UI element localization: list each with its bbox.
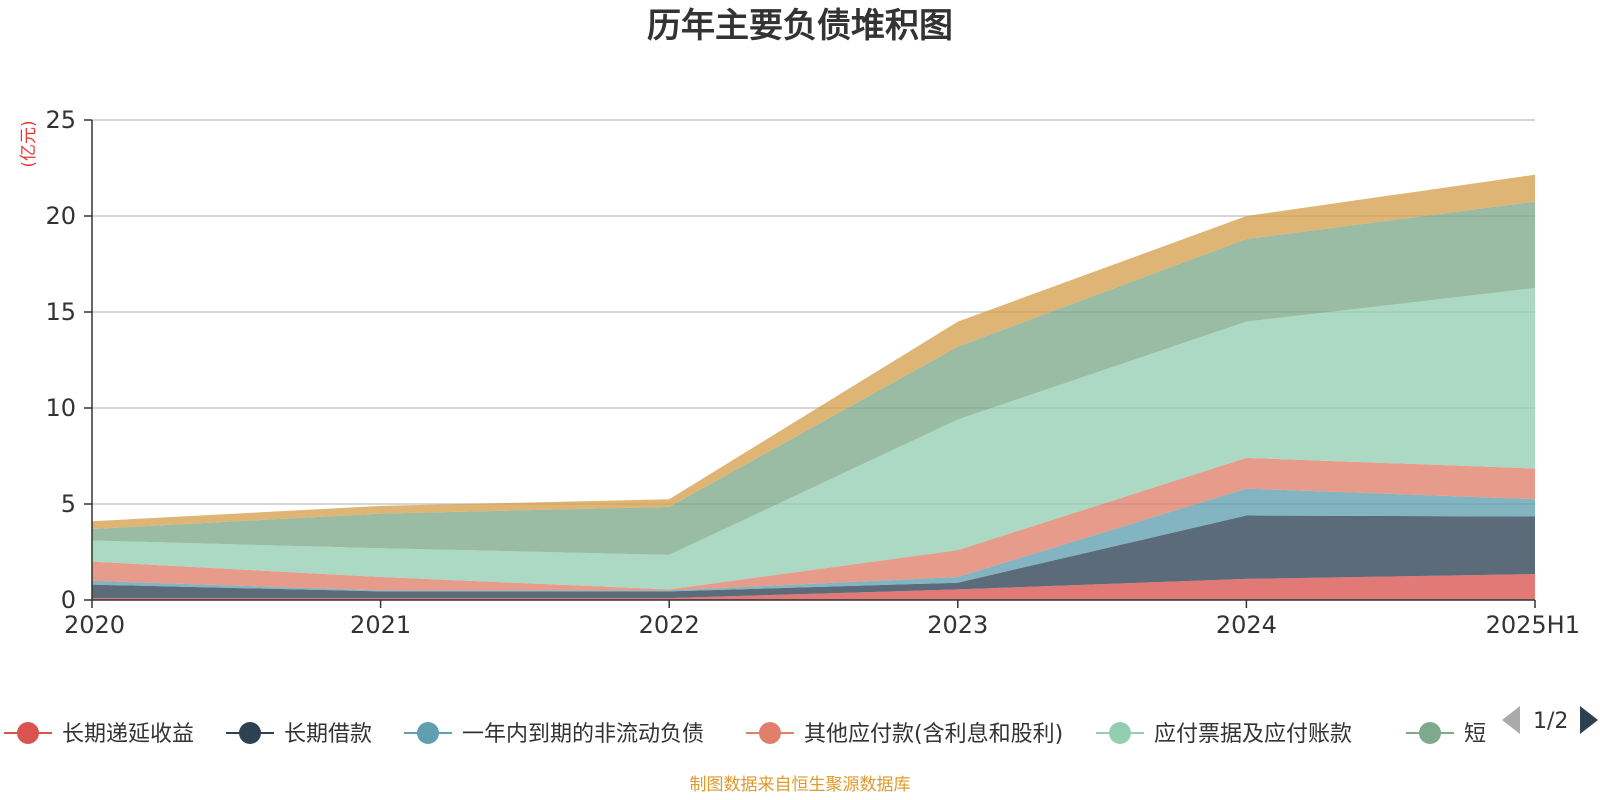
area-series	[92, 174, 1535, 600]
area-series-6	[92, 174, 1535, 529]
legend-item[interactable]: 一年内到期的非流动负债	[404, 722, 704, 747]
legend-page-indicator: 1/2	[1533, 709, 1568, 734]
x-tick-label: 2020	[64, 611, 125, 639]
legend-marker-icon	[17, 722, 39, 744]
x-tick-label: 2025H1	[1486, 611, 1580, 639]
axes: 0 5 10 15 20 25 2020 2021 2022 2023 2024 2025H1	[45, 106, 1580, 639]
legend-label: 应付票据及应付账款	[1154, 722, 1352, 747]
y-axis-unit-label: (亿元)	[19, 120, 39, 167]
area-series-4	[92, 288, 1535, 590]
chart-title: 历年主要负债堆积图	[647, 6, 953, 46]
y-tick-label: 0	[61, 586, 76, 614]
area-series-0	[92, 574, 1535, 600]
source-note: 制图数据来自恒生聚源数据库	[690, 775, 911, 795]
y-tick-label: 10	[45, 394, 76, 422]
area-series-3	[92, 457, 1535, 591]
legend-prev-arrow-icon[interactable]	[1502, 706, 1520, 734]
legend-marker-icon	[1109, 722, 1131, 744]
x-tick-label: 2024	[1216, 611, 1277, 639]
legend-label: 短	[1464, 722, 1486, 747]
legend: 长期递延收益 长期借款 一年内到期的非流动负债 其他应付款(含利息和股利) 应付票据及应…	[4, 722, 1486, 747]
legend-marker-icon	[417, 722, 439, 744]
legend-next-arrow-icon[interactable]	[1580, 706, 1598, 734]
x-tick-label: 2021	[350, 611, 411, 639]
legend-marker-icon	[239, 722, 261, 744]
y-tick-label: 25	[45, 106, 76, 134]
y-tick-label: 15	[45, 298, 76, 326]
legend-item[interactable]: 应付票据及应付账款	[1096, 722, 1352, 747]
y-tick-label: 20	[45, 202, 76, 230]
x-tick-label: 2023	[927, 611, 988, 639]
x-tick-label: 2022	[639, 611, 700, 639]
legend-pager: 1/2	[1502, 706, 1598, 734]
y-tick-label: 5	[61, 490, 76, 518]
area-series-5	[92, 201, 1535, 555]
legend-marker-icon	[759, 722, 781, 744]
legend-item[interactable]: 长期借款	[226, 722, 372, 747]
area-series-2	[92, 488, 1535, 592]
legend-marker-icon	[1419, 722, 1441, 744]
legend-item[interactable]: 长期递延收益	[4, 722, 194, 747]
legend-item[interactable]: 其他应付款(含利息和股利)	[746, 722, 1063, 747]
legend-item[interactable]: 短	[1406, 722, 1486, 747]
area-series-1	[92, 515, 1535, 599]
legend-label: 一年内到期的非流动负债	[462, 722, 704, 747]
legend-label: 其他应付款(含利息和股利)	[804, 722, 1063, 747]
legend-label: 长期递延收益	[62, 722, 194, 747]
legend-label: 长期借款	[284, 722, 372, 747]
